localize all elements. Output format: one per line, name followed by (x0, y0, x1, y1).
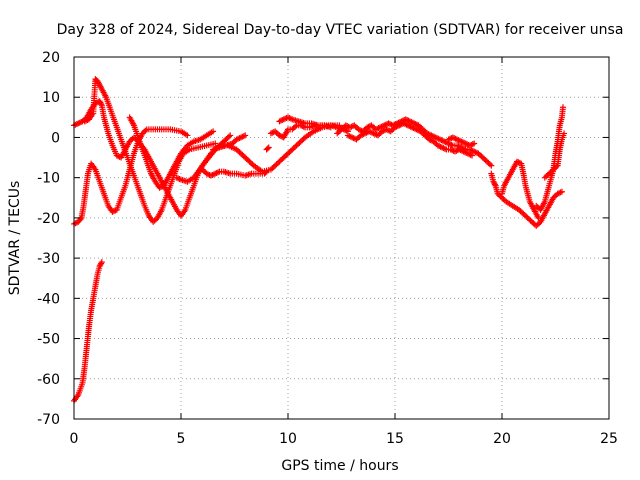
data-point (77, 216, 84, 223)
series-track-17 (499, 158, 542, 221)
y-tick-label: -70 (37, 412, 60, 428)
data-point (98, 259, 105, 266)
data-point (558, 188, 565, 195)
y-tick-label: -20 (37, 211, 60, 227)
data-point (242, 132, 249, 139)
data-point (212, 140, 219, 147)
data-point (262, 169, 269, 176)
series-track-19 (541, 130, 568, 181)
x-tick-labels: 0 5 10 15 20 25 (70, 431, 618, 447)
data-point (488, 162, 495, 169)
x-tick-label: 20 (493, 431, 511, 447)
data-point (225, 133, 232, 140)
data-point (210, 128, 217, 135)
x-tick-label: 0 (70, 431, 79, 447)
data-point (98, 260, 105, 267)
series-track-5 (126, 114, 217, 191)
x-tick-label: 5 (177, 431, 186, 447)
series-track-13 (344, 120, 476, 159)
y-tick-label: -40 (37, 291, 60, 307)
data-point (227, 132, 234, 139)
data-point (265, 144, 272, 151)
axis-ticks (73, 56, 610, 420)
data-point (98, 100, 105, 107)
y-tick-label: -50 (37, 332, 60, 348)
data-point (469, 152, 476, 159)
series-track-14 (445, 134, 478, 149)
data-point (535, 214, 542, 221)
x-tick-label: 15 (386, 431, 404, 447)
chart-title: Day 328 of 2024, Sidereal Day-to-day VTE… (57, 22, 624, 38)
y-tick-label: 10 (42, 90, 60, 106)
data-point (263, 168, 270, 175)
y-tick-label: -60 (37, 372, 60, 388)
y-tick-label: 0 (51, 130, 60, 146)
data-point (559, 104, 566, 111)
series-track-16 (492, 182, 565, 229)
x-axis-label: GPS time / hours (281, 458, 398, 474)
data-points (71, 76, 568, 404)
x-tick-label: 25 (600, 431, 618, 447)
y-axis-label: SDTVAR / TECUs (7, 181, 23, 296)
series-track-1 (71, 259, 105, 404)
x-tick-label: 10 (279, 431, 297, 447)
data-point (264, 145, 271, 152)
y-tick-labels: -70 -60 -50 -40 -30 -20 -10 0 10 20 (37, 50, 60, 428)
series-track-15 (488, 170, 499, 189)
series-track-7 (199, 166, 270, 179)
y-tick-label: -30 (37, 251, 60, 267)
y-tick-label: -10 (37, 171, 60, 187)
y-tick-label: 20 (42, 50, 60, 66)
series-track-11 (276, 114, 334, 131)
data-point (471, 140, 478, 147)
data-point (327, 124, 334, 131)
plot-frame (73, 56, 610, 420)
data-point (491, 181, 498, 188)
data-point (184, 132, 191, 139)
series-track-8 (210, 132, 249, 153)
data-point (561, 130, 568, 137)
series-track-9 (263, 144, 272, 153)
